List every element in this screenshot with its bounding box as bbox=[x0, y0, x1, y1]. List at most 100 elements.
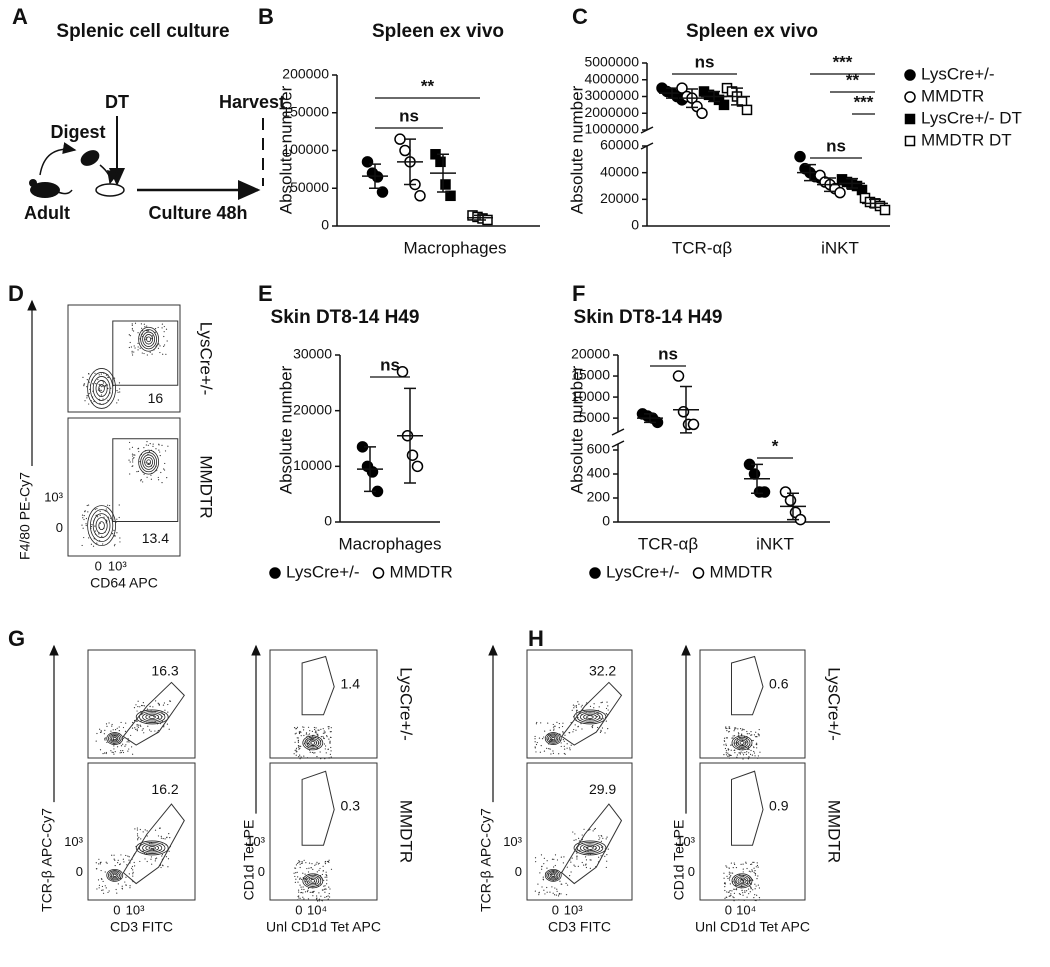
event-dot bbox=[131, 446, 134, 448]
event-dot bbox=[599, 717, 601, 719]
event-dot bbox=[124, 881, 126, 883]
event-dot bbox=[581, 834, 583, 836]
event-dot bbox=[128, 859, 130, 861]
event-dot bbox=[299, 884, 301, 886]
event-dot bbox=[113, 854, 115, 856]
event-dot bbox=[534, 747, 536, 749]
event-dot bbox=[535, 751, 537, 753]
event-dot bbox=[729, 889, 731, 892]
event-dot bbox=[594, 827, 596, 830]
event-dot bbox=[535, 743, 538, 746]
legend-marker bbox=[904, 113, 916, 125]
event-dot bbox=[155, 700, 157, 702]
event-dot bbox=[100, 869, 102, 872]
event-dot bbox=[324, 732, 326, 734]
event-dot bbox=[295, 878, 297, 880]
event-dot bbox=[298, 860, 300, 862]
event-dot bbox=[133, 707, 136, 709]
event-dot bbox=[127, 750, 129, 752]
event-dot bbox=[81, 514, 84, 516]
event-dot bbox=[577, 701, 579, 703]
event-dot bbox=[159, 451, 161, 453]
contour bbox=[142, 454, 156, 470]
event-dot bbox=[146, 354, 148, 356]
event-dot bbox=[299, 754, 301, 756]
event-dot bbox=[125, 884, 127, 886]
event-dot bbox=[88, 537, 90, 539]
event-dot bbox=[146, 830, 148, 832]
data-point bbox=[687, 418, 700, 431]
event-dot bbox=[100, 861, 102, 863]
event-dot bbox=[137, 332, 139, 334]
event-dot bbox=[734, 727, 736, 729]
event-dot bbox=[161, 327, 163, 329]
y-tick-label: 0 bbox=[324, 513, 332, 529]
event-dot bbox=[541, 886, 543, 888]
y-tick-label: 600 bbox=[587, 441, 611, 457]
event-dot bbox=[119, 391, 121, 393]
event-dot bbox=[116, 892, 118, 894]
event-dot bbox=[325, 752, 327, 754]
event-dot bbox=[305, 733, 307, 735]
event-dot bbox=[128, 873, 130, 875]
event-dot bbox=[168, 832, 170, 835]
event-dot bbox=[564, 734, 566, 736]
event-dot bbox=[554, 854, 557, 856]
event-dot bbox=[572, 831, 574, 833]
panel-letter: D bbox=[8, 281, 24, 306]
event-dot bbox=[302, 896, 304, 898]
event-dot bbox=[295, 749, 297, 751]
event-dot bbox=[593, 703, 595, 705]
event-dot bbox=[96, 868, 98, 870]
event-dot bbox=[126, 864, 128, 866]
event-dot bbox=[314, 864, 316, 866]
event-dot bbox=[108, 890, 110, 892]
y-axis-label: F4/80 PE-Cy7 bbox=[17, 472, 33, 560]
x-tick-label: 10⁴ bbox=[736, 902, 756, 917]
event-dot bbox=[88, 403, 90, 405]
event-dot bbox=[296, 862, 299, 864]
event-dot bbox=[113, 377, 116, 379]
event-dot bbox=[557, 895, 560, 897]
error-bar bbox=[708, 90, 720, 103]
event-dot bbox=[163, 468, 165, 470]
plot-frame bbox=[699, 762, 806, 901]
y-axis-label: TCR-β APC-Cy7 bbox=[39, 808, 55, 912]
event-dot bbox=[311, 891, 313, 893]
event-dot bbox=[102, 398, 104, 400]
event-dot bbox=[168, 728, 170, 730]
data-point bbox=[361, 156, 374, 168]
event-dot bbox=[730, 862, 732, 864]
event-dot bbox=[113, 753, 115, 755]
event-dot bbox=[538, 894, 540, 896]
x-tick-label: 0 bbox=[725, 902, 732, 917]
event-dot bbox=[599, 837, 601, 839]
event-dot bbox=[152, 847, 154, 850]
event-dot bbox=[116, 518, 118, 520]
event-dot bbox=[537, 883, 539, 885]
event-dot bbox=[725, 726, 727, 728]
data-point bbox=[445, 190, 456, 202]
contour bbox=[302, 735, 324, 751]
event-dot bbox=[576, 852, 578, 854]
event-dot bbox=[316, 871, 318, 873]
event-dot bbox=[111, 533, 114, 535]
event-dot bbox=[553, 894, 556, 896]
event-dot bbox=[163, 344, 166, 346]
event-dot bbox=[581, 861, 583, 864]
event-dot bbox=[605, 720, 607, 722]
event-dot bbox=[111, 751, 113, 753]
event-dot bbox=[746, 879, 748, 882]
plot-frame bbox=[67, 417, 181, 557]
event-dot bbox=[600, 840, 602, 842]
event-dot bbox=[113, 545, 116, 547]
event-dot bbox=[326, 736, 328, 738]
event-dot bbox=[302, 726, 304, 728]
event-dot bbox=[735, 889, 738, 891]
event-dot bbox=[739, 752, 741, 754]
event-dot bbox=[746, 741, 748, 743]
x-tick-label: 0 bbox=[552, 902, 559, 917]
event-dot bbox=[555, 894, 558, 896]
event-dot bbox=[534, 857, 537, 859]
event-dot bbox=[562, 739, 564, 741]
